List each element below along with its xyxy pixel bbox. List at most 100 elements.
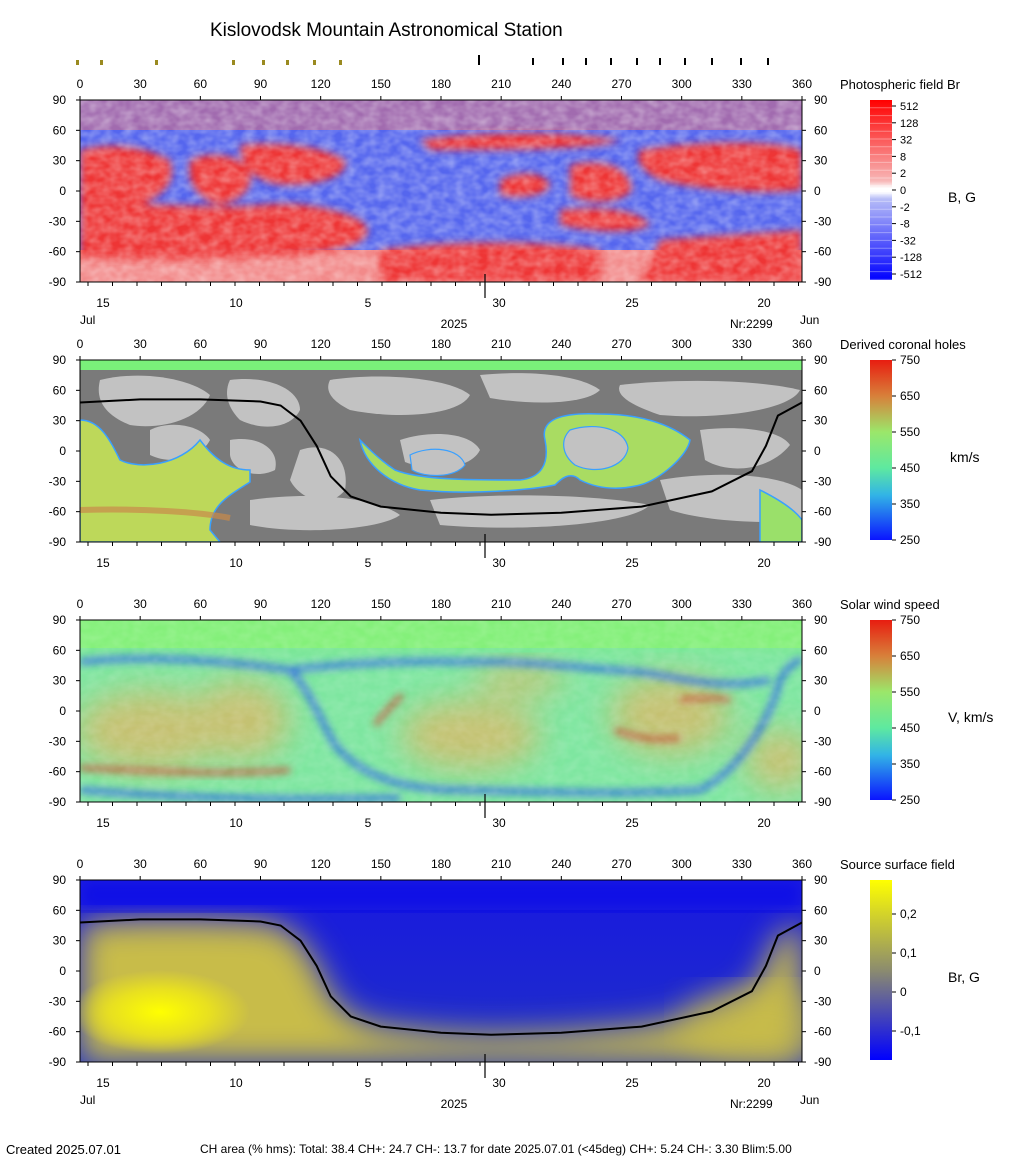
observation-tick bbox=[740, 58, 742, 65]
observation-tick bbox=[610, 58, 612, 65]
date-tick-label: 15 bbox=[96, 816, 110, 830]
lon-tick-label: 270 bbox=[611, 337, 631, 351]
lon-tick-label: 300 bbox=[672, 597, 692, 611]
month-right: Jun bbox=[800, 313, 819, 327]
lon-tick-label: 330 bbox=[732, 337, 752, 351]
lat-tick-label: -30 bbox=[814, 474, 832, 488]
colorbar-tick-label: 250 bbox=[900, 793, 920, 807]
colorbar-tick-label: 8 bbox=[900, 151, 906, 163]
lat-tick-label: -30 bbox=[814, 214, 832, 228]
colorbar-tick-label: -32 bbox=[900, 235, 916, 247]
lat-tick-label: 90 bbox=[814, 873, 828, 887]
observation-tick bbox=[232, 60, 235, 65]
lon-tick-label: 180 bbox=[431, 597, 451, 611]
lon-tick-label: 360 bbox=[792, 857, 812, 871]
lon-tick-label: 30 bbox=[133, 337, 147, 351]
date-tick-label: 15 bbox=[96, 1076, 110, 1090]
date-tick-label: 30 bbox=[492, 296, 506, 310]
colorbar-tick-label: 450 bbox=[900, 461, 920, 475]
lat-tick-label: 60 bbox=[53, 903, 67, 917]
observation-tick bbox=[659, 58, 661, 65]
colorbar-tick-label: 750 bbox=[900, 353, 920, 367]
date-tick-label: 30 bbox=[492, 1076, 506, 1090]
lon-tick-label: 360 bbox=[792, 77, 812, 91]
colorbar bbox=[870, 880, 892, 1060]
lat-tick-label: -60 bbox=[49, 1025, 67, 1039]
colorbar-tick-label: 0 bbox=[900, 985, 907, 999]
lat-tick-label: -60 bbox=[814, 765, 832, 779]
lat-tick-label: 90 bbox=[814, 93, 828, 107]
lat-tick-label: -60 bbox=[814, 245, 832, 259]
colorbar-tick-label: 2 bbox=[900, 168, 906, 180]
lat-tick-label: 90 bbox=[814, 353, 828, 367]
date-tick-label: 5 bbox=[365, 816, 372, 830]
lat-tick-label: -30 bbox=[814, 734, 832, 748]
lat-tick-label: 30 bbox=[53, 154, 67, 168]
colorbar-tick-label: 550 bbox=[900, 425, 920, 439]
lon-tick-label: 90 bbox=[254, 337, 268, 351]
colorbar-tick-label: -2 bbox=[900, 202, 910, 214]
colorbar-tick-label: -0,1 bbox=[900, 1024, 921, 1038]
colorbar-tick-label: 0,2 bbox=[900, 907, 917, 921]
colorbar-unit: V, km/s bbox=[948, 709, 993, 725]
colorbar-unit: Br, G bbox=[948, 969, 980, 985]
lat-tick-label: 0 bbox=[59, 184, 66, 198]
lat-tick-label: -30 bbox=[814, 994, 832, 1008]
observation-tick bbox=[532, 58, 534, 65]
lat-tick-label: -60 bbox=[49, 505, 67, 519]
lon-tick-label: 120 bbox=[311, 337, 331, 351]
lat-tick-label: -60 bbox=[814, 505, 832, 519]
lon-tick-label: 180 bbox=[431, 77, 451, 91]
observation-tick bbox=[711, 58, 713, 65]
observation-tick bbox=[262, 60, 265, 65]
lon-tick-label: 150 bbox=[371, 337, 391, 351]
observation-tick bbox=[636, 58, 638, 65]
lat-tick-label: 30 bbox=[814, 674, 828, 688]
lon-tick-label: 330 bbox=[732, 77, 752, 91]
lon-tick-label: 30 bbox=[133, 77, 147, 91]
observation-tick bbox=[684, 58, 686, 65]
date-tick-label: 5 bbox=[365, 1076, 372, 1090]
date-tick-label: 25 bbox=[625, 296, 639, 310]
lat-tick-label: 0 bbox=[814, 964, 821, 978]
ch-area-summary: CH area (% hms): Total: 38.4 CH+: 24.7 C… bbox=[200, 1142, 792, 1156]
lat-tick-label: -60 bbox=[49, 765, 67, 779]
lat-tick-label: -90 bbox=[49, 1055, 67, 1069]
page-title: Kislovodsk Mountain Astronomical Station bbox=[210, 20, 563, 41]
solar-wind-speed-panel bbox=[80, 620, 802, 802]
lat-tick-label: 90 bbox=[53, 93, 67, 107]
lat-tick-label: 0 bbox=[814, 704, 821, 718]
lon-tick-label: 210 bbox=[491, 77, 511, 91]
date-tick-label: 20 bbox=[757, 556, 771, 570]
lon-tick-label: 60 bbox=[194, 597, 208, 611]
lat-tick-label: -90 bbox=[814, 795, 832, 809]
date-tick-label: 25 bbox=[625, 1076, 639, 1090]
colorbar-tick-label: 650 bbox=[900, 389, 920, 403]
observation-tick bbox=[155, 60, 158, 65]
lat-tick-label: 60 bbox=[814, 383, 828, 397]
date-tick-label: 5 bbox=[365, 296, 372, 310]
colorbar-unit: B, G bbox=[948, 189, 976, 205]
colorbar-tick-label: 350 bbox=[900, 497, 920, 511]
date-tick-label: 20 bbox=[757, 296, 771, 310]
lat-tick-label: -90 bbox=[814, 1055, 832, 1069]
lat-tick-label: 60 bbox=[53, 123, 67, 137]
lat-tick-label: 0 bbox=[59, 444, 66, 458]
colorbar-tick-label: 512 bbox=[900, 101, 918, 113]
lat-tick-label: 60 bbox=[53, 383, 67, 397]
lat-tick-label: 60 bbox=[814, 903, 828, 917]
observation-tick bbox=[76, 60, 79, 65]
lon-tick-label: 210 bbox=[491, 597, 511, 611]
month-right: Jun bbox=[800, 1093, 819, 1107]
neutral-line bbox=[80, 918, 802, 1036]
lat-tick-label: 30 bbox=[53, 934, 67, 948]
lat-tick-label: 90 bbox=[53, 613, 67, 627]
lat-tick-label: -90 bbox=[49, 535, 67, 549]
month-left: Jul bbox=[80, 1093, 95, 1107]
lon-tick-label: 210 bbox=[491, 337, 511, 351]
lat-tick-label: -60 bbox=[49, 245, 67, 259]
colorbar-unit: km/s bbox=[950, 449, 980, 465]
panel-label: Derived coronal holes bbox=[840, 337, 966, 352]
lon-tick-label: 360 bbox=[792, 337, 812, 351]
